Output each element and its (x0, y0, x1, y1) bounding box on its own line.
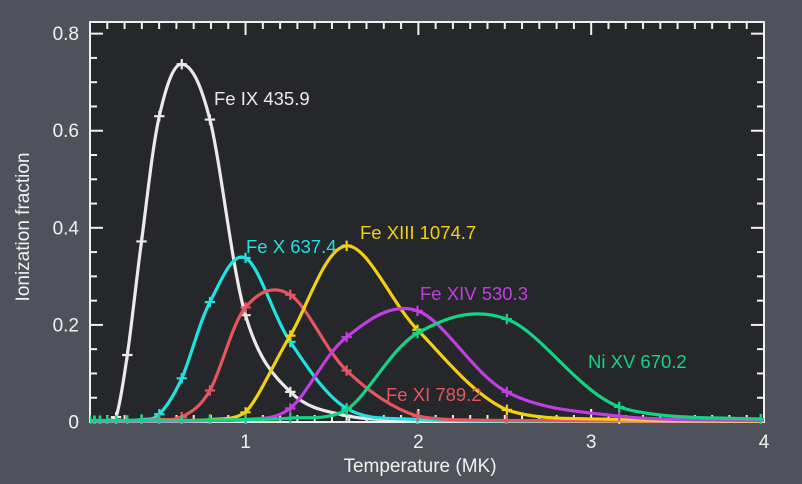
y-tick-label-0.6: 0.6 (53, 121, 79, 142)
axes-frame (89, 21, 765, 423)
series-fe-x-label: Fe X 637.4 (246, 236, 337, 257)
x-tick-label-3: 3 (586, 432, 597, 453)
x-axis-title: Temperature (MK) (343, 456, 496, 477)
series-fe-xi-label: Fe XI 789.2 (386, 384, 482, 405)
series-fe-xiii-label: Fe XIII 1074.7 (360, 222, 476, 243)
curves-layer (90, 59, 764, 424)
series-fe-ix-label: Fe IX 435.9 (214, 88, 310, 109)
x-tick-label-4: 4 (759, 432, 770, 453)
y-tick-label-0.8: 0.8 (53, 24, 79, 45)
y-tick-label-0.4: 0.4 (53, 218, 80, 239)
y-axis-title: Ionization fraction (13, 153, 34, 302)
x-tick-label-1: 1 (240, 432, 251, 453)
plot-area (90, 22, 764, 422)
series-ni-xv-label: Ni XV 670.2 (588, 351, 687, 372)
x-tick-label-2: 2 (413, 432, 424, 453)
y-tick-label-0: 0 (68, 413, 79, 434)
series-fe-xiv-label: Fe XIV 530.3 (420, 283, 528, 304)
series-ni-xv-markers (90, 313, 764, 424)
y-tick-label-0.2: 0.2 (53, 315, 79, 336)
